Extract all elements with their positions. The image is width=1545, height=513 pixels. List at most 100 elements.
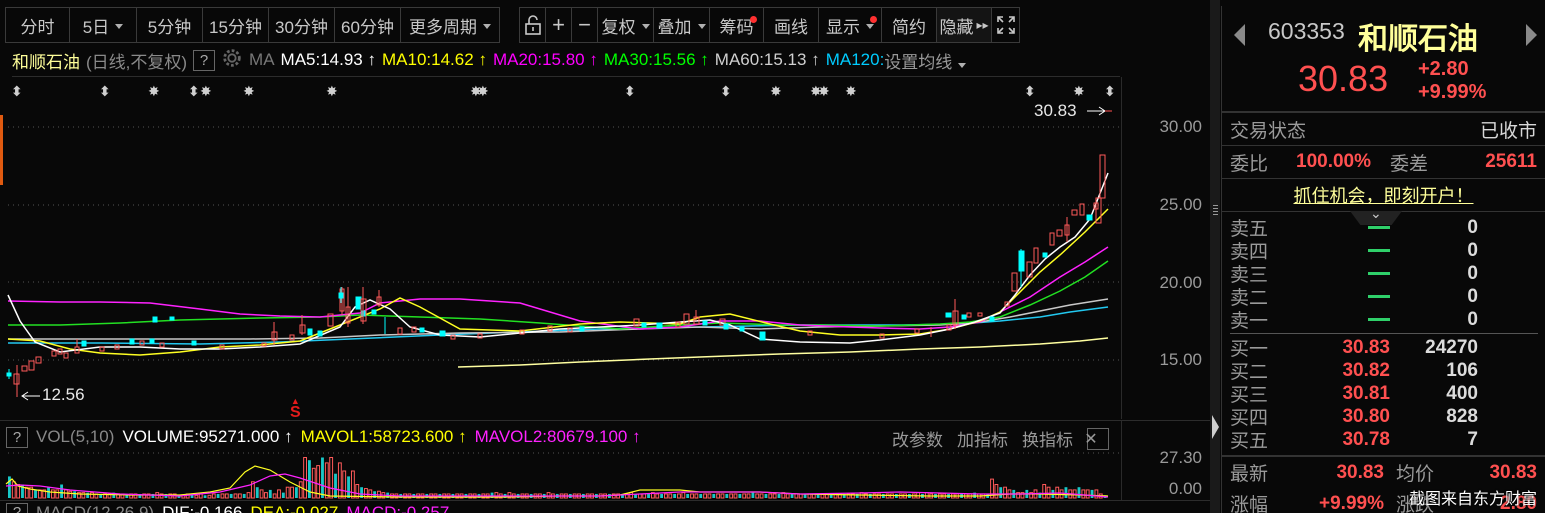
empty-price-dash <box>1368 317 1390 321</box>
low-price-label: 12.56 <box>42 385 85 404</box>
news-marker-icon[interactable]: ✸ <box>148 83 160 99</box>
fullscreen-button[interactable] <box>992 8 1019 42</box>
bid-row: 买三 30.81 400 <box>1230 382 1478 407</box>
period-5min[interactable]: 5分钟 <box>137 8 203 42</box>
news-marker-icon[interactable]: ✸ <box>845 83 857 99</box>
volume-legend: ? VOL(5,10) VOLUME:95271.000 ↑ MAVOL1:58… <box>6 425 649 449</box>
ma30-value: MA30:15.56 ↑ <box>603 50 709 69</box>
order-ratio-row: 委比 100.00% 委差 25611 <box>1222 146 1545 179</box>
ma120-value: MA120: <box>825 50 885 69</box>
mavol1-value: MAVOL1:58723.600 ↑ <box>300 427 467 446</box>
open-account-link[interactable]: 抓住机会，即刻开户！ <box>1222 179 1545 212</box>
event-marker-icon[interactable]: ⬍ <box>11 83 23 99</box>
empty-price-dash <box>1368 271 1390 275</box>
lock-button[interactable] <box>520 8 546 42</box>
latest-price: 30.83 <box>1336 461 1384 483</box>
fullscreen-icon <box>996 16 1015 34</box>
dea-value: DEA:-0.027 <box>250 503 339 513</box>
divider <box>1230 333 1538 334</box>
news-marker-icon[interactable]: ✸ <box>1073 83 1085 99</box>
quote-stats: 最新 30.83 均价 30.83 涨幅 +9.99% 涨跌 2.80 <box>1222 455 1545 513</box>
candlestick-chart[interactable] <box>0 77 1121 419</box>
sell-signal-marker[interactable]: ▲ S <box>290 396 301 422</box>
zoom-out-button[interactable]: − <box>572 8 598 42</box>
quote-panel: 603353 和顺石油 30.83 +2.80 +9.99% 交易状态 已收市 … <box>1221 6 1545 513</box>
empty-price-dash <box>1368 294 1390 298</box>
minus-icon: − <box>578 12 591 37</box>
period-more[interactable]: 更多周期 <box>401 8 499 42</box>
period-30min[interactable]: 30分钟 <box>269 8 335 42</box>
change-pct: +9.99% <box>1319 492 1384 513</box>
news-marker-icon[interactable]: ✸ <box>200 83 212 99</box>
stock-code: 603353 <box>1268 18 1345 44</box>
close-panel-button[interactable]: ✕ <box>1084 427 1109 450</box>
chips-button[interactable]: 筹码 <box>710 8 764 42</box>
news-marker-icon[interactable]: ✸ <box>470 83 482 99</box>
hide-button[interactable]: 隐藏 ▸▸ <box>937 8 992 42</box>
news-marker-icon[interactable]: ✸ <box>810 83 822 99</box>
candles <box>6 154 1106 397</box>
help-button[interactable]: ? <box>193 49 216 71</box>
prev-stock-icon[interactable] <box>1234 24 1245 46</box>
panel-splitter[interactable] <box>1210 0 1220 513</box>
set-ma-button[interactable]: 设置均线 <box>884 48 967 73</box>
ma-legend: 和顺石油 (日线,不复权) ? MA MA5:14.93 ↑ MA10:14.6… <box>12 47 972 74</box>
period-intraday[interactable]: 分时 <box>6 8 70 42</box>
drag-handle-icon[interactable] <box>1213 205 1218 217</box>
event-marker-icon[interactable]: ⬍ <box>99 83 111 99</box>
display-button[interactable]: 显示 <box>819 8 882 42</box>
ask-row: 卖二 0 <box>1230 285 1478 310</box>
collapse-arrow-icon[interactable] <box>1212 415 1219 439</box>
help-button[interactable]: ? <box>6 503 28 513</box>
up-arrow-icon: ↑ <box>367 50 377 69</box>
period-60min[interactable]: 60分钟 <box>335 8 401 42</box>
simple-mode-button[interactable]: 简约 <box>882 8 937 42</box>
volume-chart[interactable] <box>0 452 1121 500</box>
add-indicator-button[interactable]: 加指标 <box>957 431 1008 450</box>
ask-row: 卖一 0 <box>1230 308 1478 333</box>
news-marker-icon[interactable]: ✸ <box>770 83 782 99</box>
period-15min[interactable]: 15分钟 <box>203 8 269 42</box>
event-marker-icon[interactable]: ⬍ <box>188 83 200 99</box>
event-marker-icon[interactable]: ⬍ <box>1104 83 1116 99</box>
avg-price: 30.83 <box>1489 461 1537 483</box>
period-5day[interactable]: 5日 <box>70 8 137 42</box>
plus-icon: + <box>552 12 565 37</box>
next-stock-icon[interactable] <box>1526 24 1537 46</box>
news-marker-icon[interactable]: ✸ <box>477 83 489 99</box>
switch-indicator-button[interactable]: 换指标 <box>1022 431 1073 450</box>
help-button[interactable]: ? <box>6 426 28 448</box>
event-marker-icon[interactable]: ⬍ <box>720 83 732 99</box>
period-group: 分时 5日 5分钟 15分钟 30分钟 60分钟 更多周期 <box>5 7 500 43</box>
vol-y-tick: 27.30 <box>1159 448 1202 467</box>
ask-row: 卖四 0 <box>1230 239 1478 264</box>
stock-name: 和顺石油 <box>1358 23 1478 56</box>
event-marker-icon[interactable]: ⬍ <box>1024 83 1036 99</box>
edit-params-button[interactable]: 改参数 <box>892 431 943 450</box>
dropdown-caret-icon <box>641 23 650 29</box>
latest-row: 最新 30.83 均价 30.83 <box>1230 461 1537 486</box>
kline-chart-area[interactable]: 分时 5日 5分钟 15分钟 30分钟 60分钟 更多周期 + − 复权 叠加 … <box>0 0 1210 513</box>
quote-header: 603353 和顺石油 30.83 +2.80 +9.99% <box>1222 6 1545 113</box>
change-amount: 2.80 <box>1500 492 1537 513</box>
macd-indicator-name: MACD(12,26,9) <box>36 503 155 513</box>
ask-row: 卖五 0 <box>1230 216 1478 241</box>
ask-row: 卖三 0 <box>1230 262 1478 287</box>
overlay-button[interactable]: 叠加 <box>654 8 710 42</box>
stock-name-label: 和顺石油 <box>12 52 80 72</box>
bid-row: 买二 30.82 106 <box>1230 359 1478 384</box>
news-marker-icon[interactable]: ✸ <box>326 83 338 99</box>
news-marker-icon[interactable]: ✸ <box>818 83 830 99</box>
collapse-tab-icon[interactable] <box>1350 211 1402 225</box>
draw-line-button[interactable]: 画线 <box>764 8 819 42</box>
ma20-value: MA20:15.80 ↑ <box>492 50 598 69</box>
settings-gear-icon[interactable] <box>221 47 243 74</box>
zoom-in-button[interactable]: + <box>546 8 572 42</box>
ma60-value: MA60:15.13 ↑ <box>714 50 820 69</box>
last-price-label: 30.83 <box>1034 101 1077 120</box>
event-marker-icon[interactable]: ⬍ <box>624 83 636 99</box>
y-tick: 30.00 <box>1159 117 1202 136</box>
news-marker-icon[interactable]: ✸ <box>243 83 255 99</box>
restore-rights-button[interactable]: 复权 <box>598 8 654 42</box>
